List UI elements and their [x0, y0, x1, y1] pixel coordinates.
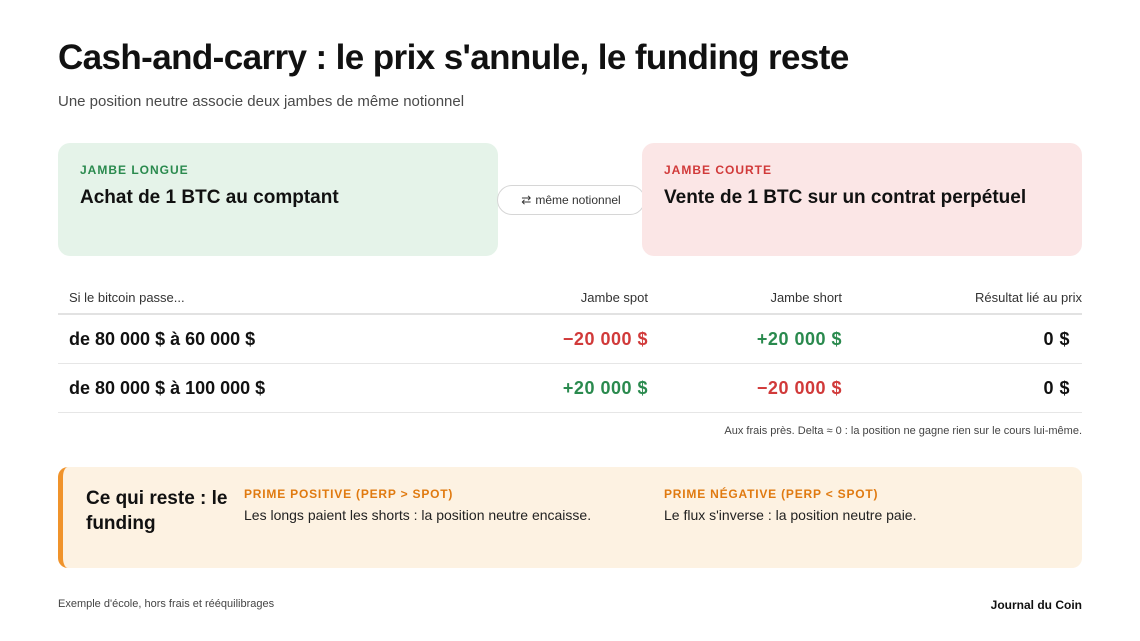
negative-premium-tag: PRIME NÉGATIVE (PERP < SPOT) — [664, 487, 879, 501]
table-note: Aux frais près. Delta ≈ 0 : la position … — [724, 425, 1082, 437]
swap-arrows-icon: ⇄ — [521, 193, 532, 207]
header-short: Jambe short — [770, 289, 842, 305]
row-move: de 80 000 $ à 100 000 $ — [69, 377, 266, 398]
negative-premium-block: PRIME NÉGATIVE (PERP < SPOT) Le flux s'i… — [664, 487, 1064, 525]
table-row: de 80 000 $ à 60 000 $ −20 000 $ +20 000… — [58, 315, 1082, 364]
header-move: Si le bitcoin passe... — [69, 289, 185, 305]
positive-premium-block: PRIME POSITIVE (PERP > SPOT) Les longs p… — [244, 487, 624, 525]
negative-premium-text: Le flux s'inverse : la position neutre p… — [664, 507, 917, 523]
row-move: de 80 000 $ à 60 000 $ — [69, 328, 256, 349]
row-result-value: 0 $ — [1043, 328, 1070, 349]
page-title: Cash-and-carry : le prix s'annule, le fu… — [58, 38, 849, 77]
funding-callout: Ce qui reste : le funding PRIME POSITIVE… — [58, 467, 1082, 568]
long-leg-text: Achat de 1 BTC au comptant — [80, 187, 339, 208]
table-header: Si le bitcoin passe... Jambe spot Jambe … — [58, 281, 1082, 315]
notional-connector: ⇄ même notionnel — [497, 185, 645, 215]
short-leg-card: JAMBE COURTE Vente de 1 BTC sur un contr… — [642, 143, 1082, 256]
callout-heading: Ce qui reste : le funding — [86, 488, 228, 534]
pnl-table: Si le bitcoin passe... Jambe spot Jambe … — [58, 281, 1082, 413]
row-spot-value: −20 000 $ — [562, 328, 648, 349]
header-spot: Jambe spot — [580, 289, 648, 305]
page-subtitle: Une position neutre associe deux jambes … — [58, 93, 465, 110]
positive-premium-tag: PRIME POSITIVE (PERP > SPOT) — [244, 487, 454, 501]
table-row: de 80 000 $ à 100 000 $ +20 000 $ −20 00… — [58, 364, 1082, 413]
long-leg-tag: JAMBE LONGUE — [80, 163, 189, 177]
footer-brand: Journal du Coin — [990, 598, 1082, 612]
long-leg-card: JAMBE LONGUE Achat de 1 BTC au comptant — [58, 143, 498, 256]
row-spot-value: +20 000 $ — [562, 377, 648, 398]
short-leg-text: Vente de 1 BTC sur un contrat perpétuel — [664, 187, 1027, 208]
positive-premium-text: Les longs paient les shorts : la positio… — [244, 507, 592, 523]
row-short-value: −20 000 $ — [756, 377, 842, 398]
row-result-value: 0 $ — [1043, 377, 1070, 398]
row-short-value: +20 000 $ — [756, 328, 842, 349]
short-leg-tag: JAMBE COURTE — [664, 163, 773, 177]
footer-disclaimer: Exemple d'école, hors frais et rééquilib… — [58, 598, 275, 610]
header-result: Résultat lié au prix — [975, 289, 1082, 305]
connector-label: même notionnel — [535, 193, 621, 207]
